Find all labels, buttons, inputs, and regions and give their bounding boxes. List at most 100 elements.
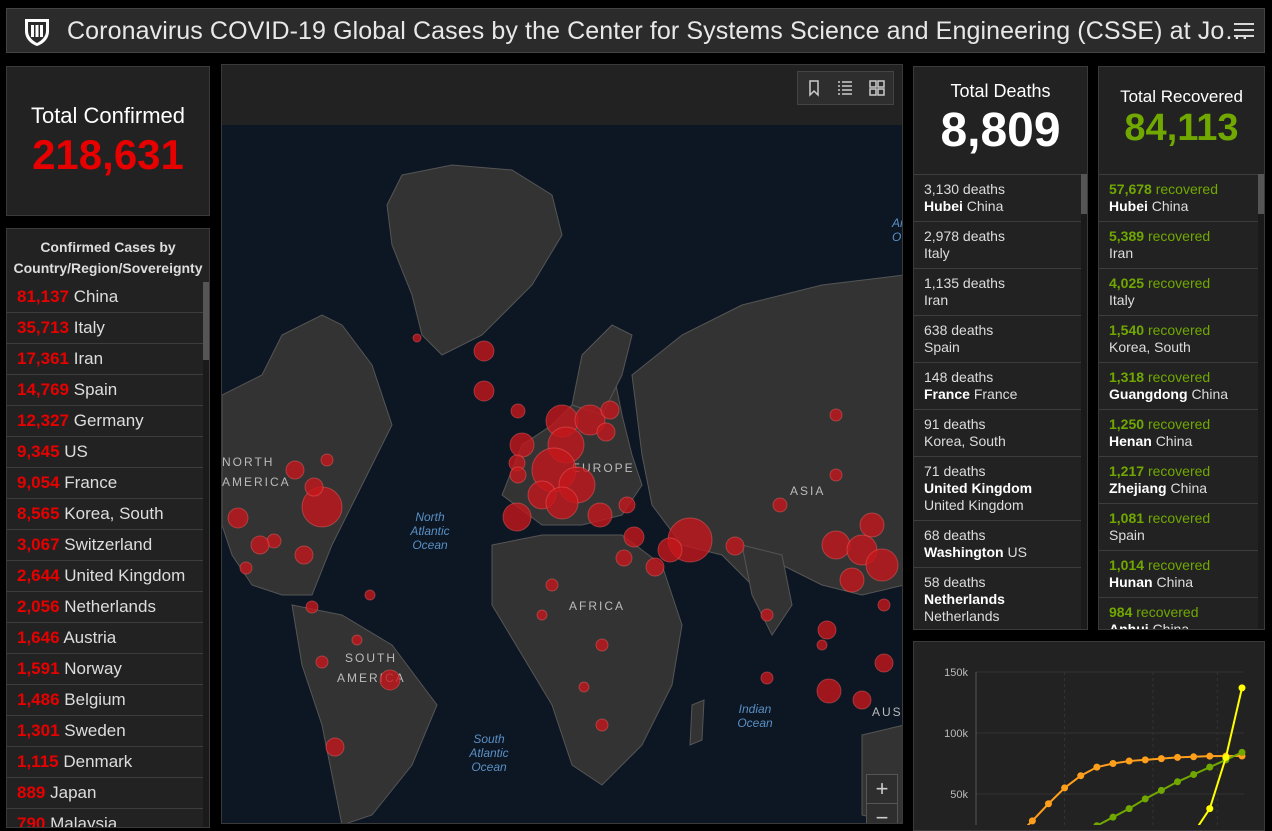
hamburger-menu-icon[interactable] bbox=[1234, 20, 1254, 40]
recovered-list-item[interactable]: 1,540 recovered Korea, South bbox=[1099, 316, 1258, 363]
recovered-country: China bbox=[1170, 480, 1208, 496]
deaths-list-item[interactable]: 91 deaths Korea, South bbox=[914, 410, 1081, 457]
recovered-suffix: recovered bbox=[1136, 604, 1199, 620]
total-deaths-panel: Total Deaths 8,809 3,130 deaths Hubei Chi… bbox=[913, 66, 1088, 630]
country-list-item[interactable]: 2,056 Netherlands bbox=[7, 592, 203, 623]
bookmark-icon[interactable] bbox=[804, 78, 824, 98]
country-list-item[interactable]: 8,565 Korea, South bbox=[7, 499, 203, 530]
deaths-list-item[interactable]: 2,978 deaths Italy bbox=[914, 222, 1081, 269]
country-count: 17,361 bbox=[17, 349, 69, 368]
recovered-list-item[interactable]: 1,318 recovered Guangdong China bbox=[1099, 363, 1258, 410]
deaths-count: 2,978 deaths bbox=[924, 228, 1005, 244]
recovered-list-item[interactable]: 5,389 recovered Iran bbox=[1099, 222, 1258, 269]
country-list-item[interactable]: 3,067 Switzerland bbox=[7, 530, 203, 561]
deaths-country: Iran bbox=[924, 292, 949, 308]
country-list-title-line2: Country/Region/Sovereignty bbox=[13, 260, 203, 276]
recovered-list-item[interactable]: 57,678 recovered Hubei China bbox=[1099, 175, 1258, 222]
deaths-list-item[interactable]: 3,130 deaths Hubei China bbox=[914, 175, 1081, 222]
label-n-atlantic-2: Atlantic bbox=[409, 524, 449, 538]
country-list-scrollbar[interactable] bbox=[203, 282, 209, 827]
country-list-item[interactable]: 9,345 US bbox=[7, 437, 203, 468]
deaths-list-item[interactable]: 68 deaths Washington US bbox=[914, 521, 1081, 568]
country-list-item[interactable]: 790 Malaysia bbox=[7, 809, 203, 827]
country-list-item[interactable]: 1,646 Austria bbox=[7, 623, 203, 654]
country-list-item[interactable]: 889 Japan bbox=[7, 778, 203, 809]
country-list-title-line1: Confirmed Cases by bbox=[40, 239, 176, 255]
country-list-item[interactable]: 17,361 Iran bbox=[7, 344, 203, 375]
country-count: 2,644 bbox=[17, 566, 60, 585]
label-s-atlantic-2: Atlantic bbox=[468, 746, 508, 760]
case-bubbles[interactable] bbox=[227, 333, 899, 757]
chart-point bbox=[1157, 755, 1165, 763]
country-list[interactable]: 81,137 China 35,713 Italy 17,361 Iran 14,76… bbox=[7, 282, 203, 827]
country-count: 1,646 bbox=[17, 628, 60, 647]
recovered-count: 4,025 bbox=[1109, 275, 1145, 291]
country-list-item[interactable]: 1,486 Belgium bbox=[7, 685, 203, 716]
country-list-item[interactable]: 1,115 Denmark bbox=[7, 747, 203, 778]
legend-list-icon[interactable] bbox=[835, 78, 855, 98]
basemap-gallery-icon[interactable] bbox=[867, 78, 887, 98]
deaths-list[interactable]: 3,130 deaths Hubei China 2,978 deaths Ital… bbox=[914, 174, 1081, 629]
zoom-out-button[interactable]: − bbox=[875, 805, 889, 824]
label-arctic-1: Ar bbox=[891, 216, 903, 230]
chart-point bbox=[1174, 753, 1181, 761]
recovered-list-scrollbar[interactable] bbox=[1258, 174, 1264, 629]
recovered-suffix: recovered bbox=[1147, 510, 1211, 526]
country-name: France bbox=[64, 473, 118, 492]
total-confirmed-panel: Total Confirmed 218,631 bbox=[6, 66, 210, 216]
recovered-country: Iran bbox=[1109, 245, 1134, 261]
deaths-list-item[interactable]: 58 deaths Netherlands Netherlands bbox=[914, 568, 1081, 629]
recovered-suffix: recovered bbox=[1147, 463, 1211, 479]
deaths-list-item[interactable]: 71 deaths United Kingdom United Kingdom bbox=[914, 457, 1081, 521]
country-list-item[interactable]: 14,769 Spain bbox=[7, 375, 203, 406]
recovered-count: 5,389 bbox=[1109, 228, 1145, 244]
deaths-list-item[interactable]: 148 deaths France France bbox=[914, 363, 1081, 410]
recovered-location: Korea, South bbox=[1109, 339, 1248, 356]
map-canvas: NORTH AMERICA EUROPE ASIA AFRICA SOUTH A… bbox=[222, 164, 903, 823]
land-madagascar bbox=[689, 699, 705, 746]
map-toolbar-area bbox=[222, 65, 902, 125]
label-s-atlantic-1: South bbox=[473, 732, 505, 746]
recovered-list-item[interactable]: 1,217 recovered Zhejiang China bbox=[1099, 457, 1258, 504]
country-list-item[interactable]: 9,054 France bbox=[7, 468, 203, 499]
country-list-item[interactable]: 1,591 Norway bbox=[7, 654, 203, 685]
recovered-suffix: recovered bbox=[1147, 275, 1211, 291]
country-list-item[interactable]: 35,713 Italy bbox=[7, 313, 203, 344]
recovered-list-item[interactable]: 1,081 recovered Spain bbox=[1099, 504, 1258, 551]
chart-point bbox=[1141, 756, 1149, 764]
country-list-item[interactable]: 81,137 China bbox=[7, 282, 203, 313]
deaths-list-item[interactable]: 638 deaths Spain bbox=[914, 316, 1081, 363]
country-list-item[interactable]: 12,327 Germany bbox=[7, 406, 203, 437]
world-map[interactable]: NORTH AMERICA EUROPE ASIA AFRICA SOUTH A… bbox=[221, 64, 903, 824]
recovered-location: Italy bbox=[1109, 292, 1248, 309]
country-list-item[interactable]: 1,301 Sweden bbox=[7, 716, 203, 747]
country-name: Belgium bbox=[64, 690, 126, 709]
recovered-suffix: recovered bbox=[1147, 322, 1211, 338]
deaths-list-item[interactable]: 1,135 deaths Iran bbox=[914, 269, 1081, 316]
deaths-region: France bbox=[924, 386, 970, 402]
recovered-suffix: recovered bbox=[1147, 369, 1211, 385]
recovered-list-item[interactable]: 1,250 recovered Henan China bbox=[1099, 410, 1258, 457]
deaths-count: 3,130 deaths bbox=[924, 181, 1005, 197]
country-count: 9,345 bbox=[17, 442, 60, 461]
university-shield-icon bbox=[25, 19, 49, 46]
recovered-list-item[interactable]: 4,025 recovered Italy bbox=[1099, 269, 1258, 316]
recovered-list-item[interactable]: 984 recovered Anhui China bbox=[1099, 598, 1258, 629]
recovered-list[interactable]: 57,678 recovered Hubei China 5,389 recover… bbox=[1099, 174, 1258, 629]
chart-point bbox=[1174, 778, 1181, 786]
label-arctic-2: O bbox=[892, 230, 901, 244]
country-list-item[interactable]: 2,644 United Kingdom bbox=[7, 561, 203, 592]
map-toolbar bbox=[797, 71, 894, 105]
country-count: 1,301 bbox=[17, 721, 60, 740]
country-count: 14,769 bbox=[17, 380, 69, 399]
deaths-country: United Kingdom bbox=[924, 497, 1024, 513]
page-title: Coronavirus COVID-19 Global Cases by the… bbox=[67, 17, 1250, 45]
deaths-list-scrollbar[interactable] bbox=[1081, 174, 1087, 629]
country-count: 9,054 bbox=[17, 473, 60, 492]
recovered-list-item[interactable]: 1,014 recovered Hunan China bbox=[1099, 551, 1258, 598]
zoom-in-button[interactable]: + bbox=[867, 775, 897, 804]
chart-point bbox=[1222, 753, 1230, 761]
recovered-count-line: 1,540 recovered bbox=[1109, 322, 1248, 339]
recovered-count-line: 4,025 recovered bbox=[1109, 275, 1248, 292]
recovered-count-line: 1,014 recovered bbox=[1109, 557, 1248, 574]
